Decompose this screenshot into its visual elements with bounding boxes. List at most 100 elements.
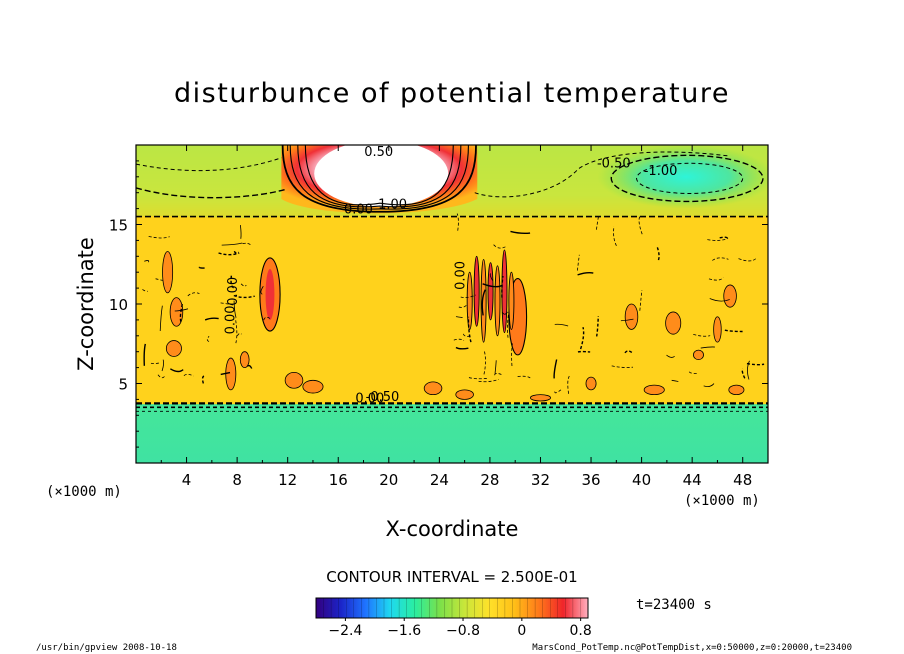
warm-patch — [643, 384, 665, 396]
contour-noise — [468, 377, 489, 380]
x-tick-label: 32 — [531, 471, 550, 489]
contour-noise — [159, 305, 163, 331]
field-lower-layer — [136, 404, 768, 463]
contour-noise — [161, 359, 165, 372]
contour-label: 0.50 — [364, 145, 393, 160]
contour-noise — [707, 238, 729, 241]
contour-noise — [741, 368, 746, 379]
contour-label: 0.00 — [224, 305, 239, 334]
contour-noise — [187, 292, 200, 297]
contour-noise — [501, 276, 504, 298]
contour-cold-outer — [610, 154, 764, 203]
contour-noise — [567, 375, 570, 394]
contour-noise — [233, 294, 255, 299]
warm-patch — [713, 316, 722, 343]
contour-warm-cap — [281, 145, 477, 213]
warm-patch — [624, 303, 639, 330]
contour-label: 0.00 — [454, 261, 469, 290]
field-cold-anomaly — [597, 145, 768, 209]
plume-band — [494, 265, 501, 337]
contour-noise — [611, 365, 633, 368]
contour-noise — [747, 360, 750, 380]
plume-band — [508, 271, 515, 330]
contour-noise — [148, 235, 170, 239]
contour-noise — [143, 343, 147, 366]
contour-warm-cap — [304, 145, 454, 206]
footer-right: MarsCond_PotTemp.nc@PotTempDist,x=0:5000… — [532, 643, 852, 653]
warm-patch — [169, 297, 184, 327]
contour-noise — [455, 346, 469, 350]
contour-noise — [458, 304, 468, 308]
colorbar-fill — [315, 597, 589, 619]
contour-noise — [234, 318, 238, 344]
contour-noise — [712, 257, 729, 261]
x-unit-right: (×1000 m) — [684, 493, 760, 509]
x-tick-label: 48 — [733, 471, 752, 489]
contour-noise — [666, 354, 675, 358]
contour-noise — [206, 336, 210, 342]
contour-label: 0.00 — [355, 392, 384, 407]
plume-band — [466, 271, 473, 330]
contour-noise — [510, 230, 531, 235]
contour-noise — [493, 244, 506, 249]
x-axis: 4 8 12 16 20 24 28 32 36 40 44 48 — [160, 145, 752, 489]
colorbar-tick-label: −1.6 — [387, 623, 421, 639]
contour-noise — [719, 236, 729, 239]
contour-noise — [671, 379, 679, 382]
y-tick-label: 5 — [118, 376, 128, 394]
contour-noise — [233, 250, 240, 254]
contour-noise — [577, 272, 594, 276]
contour-noise — [183, 373, 194, 377]
x-tick-label: 12 — [278, 471, 297, 489]
x-tick-label: 40 — [632, 471, 651, 489]
contour-upper-left-2 — [136, 157, 282, 172]
contour-noise — [221, 242, 243, 246]
colorbar-tick-label: −0.8 — [446, 623, 480, 639]
warm-patch — [165, 340, 182, 357]
contour-cold-inner — [636, 162, 744, 194]
contour-noise — [724, 329, 743, 333]
contour-noise — [554, 323, 569, 327]
x-tick-label: 44 — [683, 471, 702, 489]
contour-warm-cap — [289, 145, 469, 210]
warm-patch — [225, 357, 237, 391]
contour-noise — [638, 216, 643, 235]
contour-noise — [478, 378, 499, 383]
contour-noise — [483, 349, 486, 375]
contour-noise — [220, 371, 231, 376]
warm-patch — [665, 311, 682, 335]
contour-noise — [460, 294, 477, 299]
contour-noise — [489, 273, 493, 281]
contour-noise — [144, 260, 150, 263]
contour-noise — [462, 333, 472, 337]
contour-noise — [236, 333, 242, 337]
contour-noise — [613, 226, 617, 246]
warm-patch — [728, 384, 745, 396]
contour-noise — [263, 316, 271, 321]
contour-noise — [456, 213, 459, 231]
field-warm-core — [314, 145, 449, 207]
y-tick-label: 15 — [109, 217, 128, 235]
colorbar-tick-label: −2.4 — [328, 623, 362, 639]
contour-noise — [511, 343, 513, 367]
x-axis-label: X-coordinate — [386, 517, 519, 541]
contour-noise — [553, 359, 558, 379]
contour-label: -0.50 — [366, 390, 400, 405]
contour-noise — [246, 364, 253, 369]
contour-noise — [596, 216, 599, 230]
contour-label: 1.00 — [378, 198, 407, 213]
contour-noise — [239, 224, 242, 239]
colorbar-tick-label: 0 — [517, 623, 526, 639]
contour-noise — [620, 318, 634, 322]
warm-patch — [239, 351, 250, 368]
contour-noise — [240, 283, 247, 287]
plume-band — [473, 255, 480, 327]
contour-noise — [198, 266, 205, 269]
contour-noise — [693, 334, 711, 337]
contour-noise — [494, 360, 497, 374]
y-axis-label: Z-coordinate — [74, 237, 98, 371]
footer-left: /usr/bin/gpview 2008-10-18 — [36, 643, 177, 653]
contour-noise — [709, 298, 730, 302]
warm-patch — [529, 394, 551, 402]
